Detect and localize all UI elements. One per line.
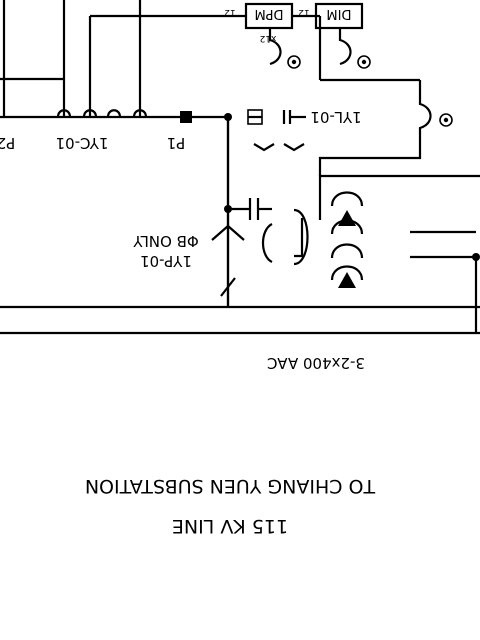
right-coil-circle bbox=[439, 113, 453, 127]
p2-label: P2 bbox=[0, 134, 15, 152]
ct-arrow-1 bbox=[338, 272, 356, 288]
dpm-contact bbox=[268, 28, 282, 66]
tag-12-left: 12 bbox=[224, 7, 235, 17]
tag-12-right: 12 bbox=[298, 7, 309, 17]
right-relay-contact bbox=[318, 80, 432, 176]
voltage-label: 115 KV LINE bbox=[172, 515, 288, 537]
relay-arrow-2 bbox=[253, 143, 275, 152]
ct-loop-2 bbox=[330, 243, 364, 259]
ct-bump-2 bbox=[106, 109, 122, 118]
destination-label: TO CHIANG YUEN SUBSTATION bbox=[85, 475, 376, 497]
dpm-coil-circle bbox=[287, 55, 301, 69]
1yc-label: 1YC-01 bbox=[56, 134, 109, 152]
coil-curve bbox=[293, 208, 309, 266]
tag-x12: x12 bbox=[260, 33, 277, 43]
dpm-coil-dot bbox=[291, 59, 297, 65]
ct-lead-long bbox=[318, 174, 480, 220]
cable-label: 3-2x400 AAC bbox=[267, 354, 365, 372]
phase-label: ΦB ONLY bbox=[132, 232, 198, 250]
ct-loop-4 bbox=[330, 191, 364, 207]
dim-coil-circle bbox=[357, 55, 371, 69]
dim-contact bbox=[338, 28, 352, 66]
1yp-label: 1YP-01 bbox=[140, 252, 192, 270]
1yl-label: 1YL-01 bbox=[310, 108, 361, 126]
dim-coil-dot bbox=[361, 59, 367, 65]
right-coil-dot bbox=[443, 117, 449, 123]
coil-bracket bbox=[294, 218, 304, 258]
coil-curve-2 bbox=[261, 223, 273, 263]
ct-arrow-2 bbox=[338, 210, 356, 226]
ct-loop-1 bbox=[330, 265, 364, 281]
dim-label: DIM bbox=[326, 6, 351, 21]
relay-arrow-1 bbox=[283, 143, 305, 152]
relay-box bbox=[247, 109, 263, 125]
p1-label: P1 bbox=[167, 134, 186, 152]
dpm-label: DPM bbox=[254, 6, 283, 21]
